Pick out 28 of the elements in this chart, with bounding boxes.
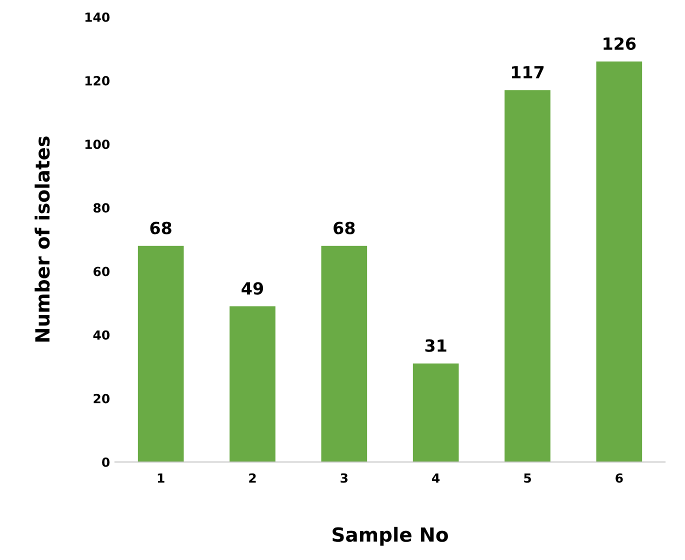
bar — [412, 363, 459, 462]
data-label: 68 — [150, 222, 172, 234]
x-tick-label: 1 — [158, 473, 164, 483]
bar — [138, 246, 184, 462]
y-tick-label: 0 — [102, 457, 110, 467]
data-label: 49 — [242, 282, 264, 295]
bar — [230, 306, 276, 462]
y-tick-label: 60 — [94, 266, 110, 276]
x-tick-label: 4 — [432, 473, 440, 483]
x-tick-label: 5 — [524, 473, 531, 483]
y-tick-label: 40 — [93, 330, 110, 340]
y-tick-label: 20 — [94, 394, 110, 404]
data-label: 126 — [604, 37, 636, 50]
bar — [596, 62, 642, 462]
x-tick-label: 3 — [340, 473, 348, 483]
x-tick-label: 2 — [249, 473, 256, 483]
x-axis-title: Sample No — [332, 526, 448, 546]
y-tick-label: 140 — [85, 12, 110, 22]
data-label: 117 — [512, 66, 544, 78]
data-label: 68 — [334, 222, 355, 234]
y-tick-label: 80 — [94, 203, 110, 213]
bar — [321, 246, 368, 462]
bar — [504, 90, 550, 462]
y-axis-title: Number of isolates — [34, 136, 50, 342]
data-label: 31 — [425, 339, 446, 352]
y-tick-label: 100 — [85, 140, 110, 150]
x-tick-label: 6 — [616, 473, 623, 483]
y-tick-label: 120 — [85, 76, 110, 86]
